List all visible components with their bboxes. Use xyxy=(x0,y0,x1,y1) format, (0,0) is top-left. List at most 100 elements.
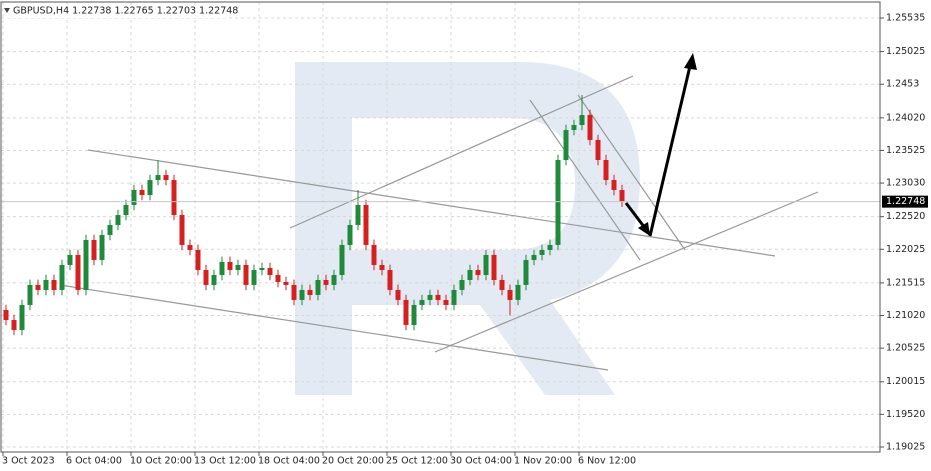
y-tick-label: 1.25535 xyxy=(886,12,925,23)
candle-body xyxy=(539,249,545,255)
arrowhead xyxy=(684,53,697,70)
candle-body xyxy=(507,289,513,300)
y-tick-label: 1.20525 xyxy=(886,343,925,354)
candle-body xyxy=(99,234,105,260)
candle-body xyxy=(411,304,417,325)
y-tick-label: 1.23030 xyxy=(886,178,925,189)
candle-body xyxy=(315,280,321,295)
candle-body xyxy=(11,320,17,330)
candle-body xyxy=(219,261,225,275)
y-tick-label: 1.19520 xyxy=(886,409,925,420)
candle-body xyxy=(275,274,281,282)
candle-body xyxy=(555,160,561,245)
candle-body xyxy=(75,254,81,290)
y-tick-label: 1.20015 xyxy=(886,376,925,387)
candle-body xyxy=(379,264,385,270)
candle-body xyxy=(211,274,217,285)
candle-body xyxy=(291,284,297,300)
x-tick-label: 30 Oct 04:00 xyxy=(450,456,512,467)
candle-body xyxy=(195,249,201,270)
candle-body xyxy=(571,125,577,131)
candle-body xyxy=(107,224,113,235)
candle-body xyxy=(91,240,97,260)
candle-body xyxy=(251,269,257,285)
candle-body xyxy=(547,244,553,250)
candle-body xyxy=(443,299,449,305)
candle-body xyxy=(307,289,313,295)
candle-body xyxy=(83,240,89,290)
y-tick-label: 1.2453 xyxy=(886,79,919,90)
candle-body xyxy=(155,175,161,181)
trend-line xyxy=(289,75,634,229)
candle-body xyxy=(115,215,121,225)
candle-body xyxy=(283,281,289,285)
candle-body xyxy=(3,309,9,321)
candle-body xyxy=(435,294,441,300)
x-tick-label: 10 Oct 20:00 xyxy=(130,456,192,467)
candle-body xyxy=(459,280,465,290)
axes: 1.25535 1.25025 1.2453 1.24020 1.23525 1.2303… xyxy=(2,12,928,467)
candle-body xyxy=(179,215,185,245)
candle-body xyxy=(323,280,329,285)
candle-body xyxy=(579,114,585,126)
candle-body xyxy=(483,254,489,275)
candle-body xyxy=(531,254,537,260)
trend-lines xyxy=(59,75,819,371)
last-price-box xyxy=(882,195,928,208)
x-tick-label: 13 Oct 12:00 xyxy=(194,456,256,467)
y-tick-label: 1.22025 xyxy=(886,244,925,255)
candle-body xyxy=(619,189,625,202)
candle-body xyxy=(67,254,73,265)
x-tick-label: 18 Oct 04:00 xyxy=(258,456,320,467)
candle-body xyxy=(147,180,153,195)
trend-line xyxy=(577,94,686,251)
candle-body xyxy=(611,180,617,190)
candle-body xyxy=(419,299,425,305)
x-tick-label: 1 Nov 20:00 xyxy=(514,456,572,467)
y-tick-label: 1.21515 xyxy=(886,277,925,288)
candle-body xyxy=(515,284,521,300)
trend-line xyxy=(87,149,776,257)
watermark xyxy=(295,62,640,395)
candle-body xyxy=(499,280,505,290)
x-tick-label: 3 Oct 2023 xyxy=(2,456,55,467)
arrow xyxy=(624,202,647,229)
candle-body xyxy=(27,284,33,305)
forecast-arrows xyxy=(624,53,697,237)
arrowhead xyxy=(638,222,650,236)
candle-body xyxy=(299,289,305,300)
candle-body xyxy=(139,189,145,195)
y-tick-label: 1.22520 xyxy=(886,211,925,222)
candle-body xyxy=(403,299,409,325)
candle-body xyxy=(163,175,169,181)
last-price-label: 1.22748 xyxy=(886,196,925,207)
candle-body xyxy=(603,160,609,181)
candle-body xyxy=(563,130,569,161)
candle-body xyxy=(227,261,233,270)
candle-body xyxy=(19,304,25,330)
trend-line xyxy=(434,191,819,353)
candle-body xyxy=(491,254,497,281)
y-tick-label: 1.25025 xyxy=(886,46,925,57)
candle-body xyxy=(427,294,433,300)
trend-line xyxy=(59,284,609,371)
x-tick-label: 6 Nov 12:00 xyxy=(578,456,636,467)
candle-body xyxy=(35,284,41,290)
candle-body xyxy=(59,264,65,290)
candle-body xyxy=(123,205,129,216)
x-tick-label: 6 Oct 04:00 xyxy=(66,456,122,467)
candle-body xyxy=(467,269,473,281)
candle-body xyxy=(131,189,137,206)
candle-body xyxy=(347,224,353,245)
candle-body xyxy=(267,268,273,275)
trend-line xyxy=(529,99,641,261)
arrow xyxy=(648,65,692,237)
candle-body xyxy=(187,244,193,250)
candle-body xyxy=(387,269,393,290)
candle-body xyxy=(587,114,593,140)
y-tick-label: 1.24020 xyxy=(886,112,925,123)
title-bg xyxy=(7,5,227,18)
candle-body xyxy=(171,180,177,216)
